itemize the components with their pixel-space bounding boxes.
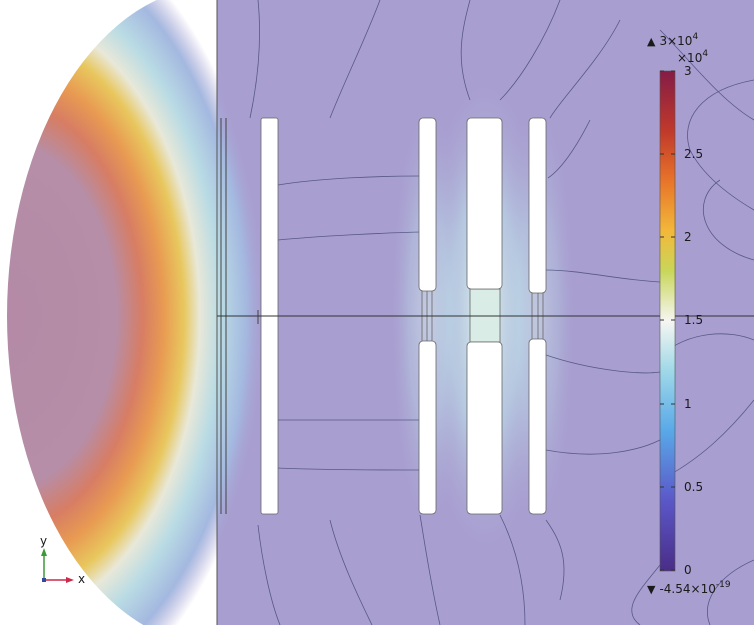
colorbar-tick-label: 2.5 [684,147,704,161]
colorbar-tick-label: 1 [684,397,692,411]
colorbar-gradient [659,70,676,572]
colorbar-tick-label: 0.5 [684,480,704,494]
max-triangle-icon: ▲ [647,35,656,48]
colorbar-tick-label: 2 [684,230,692,244]
colorbar-tick-label: 3 [684,64,692,78]
colorbar-max-label: ▲ 3×104 [647,32,699,48]
y-axis-label: y [40,534,48,548]
colorbar-min-value: -4.54×10 [659,582,716,596]
colorbar-max-value: 3×10 [659,34,693,48]
axis-triad-icon [41,548,74,583]
electrode-4[interactable] [528,117,547,515]
colorbar-tick-label: 0 [684,563,692,577]
min-triangle-icon: ▼ [647,583,656,596]
colorbar-tick-label: 1.5 [684,313,704,327]
axis-orientation-triad: y x [34,534,94,590]
x-axis-label: x [78,572,86,586]
colorbar-scale-label: ×104 [677,49,709,65]
electrode-2[interactable] [418,117,437,515]
electrode-3[interactable] [466,117,503,515]
colorbar-ticks [660,70,675,571]
colorbar-min-label: ▼ -4.54×10-19 [647,580,731,596]
contour-lines [249,0,754,625]
